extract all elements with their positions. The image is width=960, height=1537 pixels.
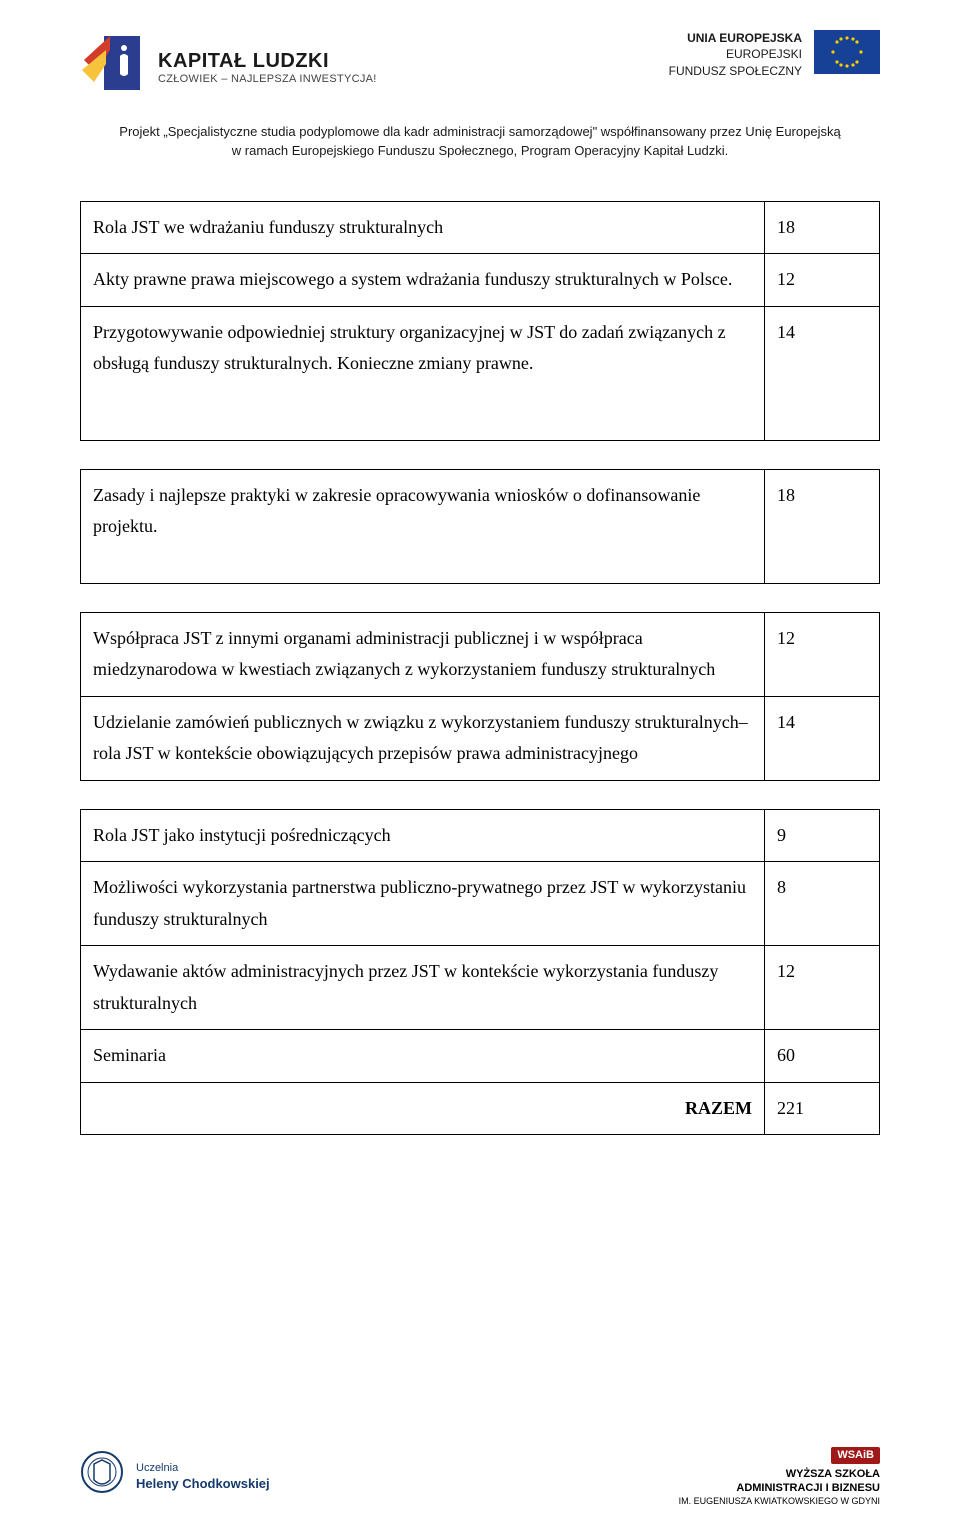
row-label: Zasady i najlepsze praktyki w zakresie o… (81, 469, 765, 583)
uc-line1: Uczelnia (136, 1462, 270, 1475)
logo-kapital-ludzki: KAPITAŁ LUDZKI CZŁOWIEK – NAJLEPSZA INWE… (80, 30, 377, 105)
table-3: Współpraca JST z innymi organami adminis… (80, 612, 880, 781)
kl-subtitle: CZŁOWIEK – NAJLEPSZA INWESTYCJA! (158, 73, 377, 85)
wsaib-text: WSAiB WYŻSZA SZKOŁA ADMINISTRACJI I BIZN… (679, 1447, 880, 1508)
row-label: Możliwości wykorzystania partnerstwa pub… (81, 862, 765, 946)
row-value: 12 (765, 254, 880, 307)
wsaib-badge: WSAiB (831, 1447, 880, 1465)
table-row-total: RAZEM 221 (81, 1082, 880, 1135)
kl-title: KAPITAŁ LUDZKI (158, 50, 377, 73)
eu-line2: EUROPEJSKI (669, 46, 802, 62)
table-row: Możliwości wykorzystania partnerstwa pub… (81, 862, 880, 946)
eu-line1: UNIA EUROPEJSKA (669, 30, 802, 46)
footer-right: WSAiB WYŻSZA SZKOŁA ADMINISTRACJI I BIZN… (679, 1447, 880, 1508)
eu-line3: FUNDUSZ SPOŁECZNY (669, 63, 802, 79)
row-value: 18 (765, 201, 880, 254)
wsaib-sub: IM. EUGENIUSZA KWIATKOWSKIEGO W GDYNI (679, 1496, 880, 1507)
project-description: Projekt „Specjalistyczne studia podyplom… (80, 123, 880, 161)
row-label: Wydawanie aktów administracyjnych przez … (81, 946, 765, 1030)
row-label: Seminaria (81, 1030, 765, 1083)
row-value: 18 (765, 469, 880, 583)
row-label: Akty prawne prawa miejscowego a system w… (81, 254, 765, 307)
table-row: Zasady i najlepsze praktyki w zakresie o… (81, 469, 880, 583)
logo-eu: UNIA EUROPEJSKA EUROPEJSKI FUNDUSZ SPOŁE… (669, 30, 880, 79)
table-row: Seminaria 60 (81, 1030, 880, 1083)
kl-icon (80, 30, 144, 105)
row-label: Rola JST jako instytucji pośredniczących (81, 809, 765, 862)
project-line1: Projekt „Specjalistyczne studia podyplom… (119, 124, 840, 139)
row-value: 9 (765, 809, 880, 862)
table-row: Udzielanie zamówień publicznych w związk… (81, 696, 880, 780)
razem-value: 221 (765, 1082, 880, 1135)
row-label: Rola JST we wdrażaniu funduszy struktura… (81, 201, 765, 254)
table-row: Rola JST we wdrażaniu funduszy struktura… (81, 201, 880, 254)
table-row: Akty prawne prawa miejscowego a system w… (81, 254, 880, 307)
header: KAPITAŁ LUDZKI CZŁOWIEK – NAJLEPSZA INWE… (80, 30, 880, 105)
footer-left: Uczelnia Heleny Chodkowskiej (80, 1450, 270, 1503)
table-row: Współpraca JST z innymi organami adminis… (81, 612, 880, 696)
wsaib-line2: ADMINISTRACJI I BIZNESU (679, 1482, 880, 1496)
project-line2: w ramach Europejskiego Funduszu Społeczn… (232, 143, 728, 158)
table-row: Wydawanie aktów administracyjnych przez … (81, 946, 880, 1030)
uczelnia-crest-icon (80, 1450, 124, 1503)
page: KAPITAŁ LUDZKI CZŁOWIEK – NAJLEPSZA INWE… (0, 0, 960, 1537)
razem-label: RAZEM (81, 1082, 765, 1135)
wsaib-line1: WYŻSZA SZKOŁA (679, 1468, 880, 1482)
table-row: Przygotowywanie odpowiedniej struktury o… (81, 306, 880, 440)
row-label: Udzielanie zamówień publicznych w związk… (81, 696, 765, 780)
uc-line2: Heleny Chodkowskiej (136, 1476, 270, 1492)
footer: Uczelnia Heleny Chodkowskiej WSAiB WYŻSZ… (80, 1447, 880, 1508)
kl-text: KAPITAŁ LUDZKI CZŁOWIEK – NAJLEPSZA INWE… (158, 50, 377, 85)
eu-text: UNIA EUROPEJSKA EUROPEJSKI FUNDUSZ SPOŁE… (669, 30, 802, 79)
row-label: Współpraca JST z innymi organami adminis… (81, 612, 765, 696)
row-value: 12 (765, 946, 880, 1030)
row-value: 60 (765, 1030, 880, 1083)
row-value: 14 (765, 696, 880, 780)
table-4: Rola JST jako instytucji pośredniczących… (80, 809, 880, 1136)
row-value: 12 (765, 612, 880, 696)
row-value: 8 (765, 862, 880, 946)
eu-flag-icon (814, 30, 880, 79)
table-1: Rola JST we wdrażaniu funduszy struktura… (80, 201, 880, 441)
table-row: Rola JST jako instytucji pośredniczących… (81, 809, 880, 862)
uczelnia-text: Uczelnia Heleny Chodkowskiej (136, 1462, 270, 1491)
row-label: Przygotowywanie odpowiedniej struktury o… (81, 306, 765, 440)
row-value: 14 (765, 306, 880, 440)
table-2: Zasady i najlepsze praktyki w zakresie o… (80, 469, 880, 584)
